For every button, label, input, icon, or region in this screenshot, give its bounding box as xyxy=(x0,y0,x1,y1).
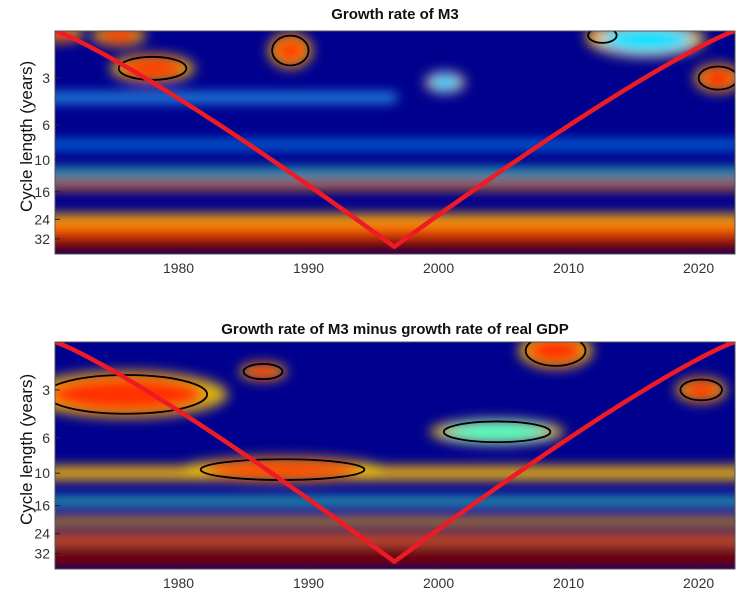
power-band xyxy=(55,222,735,237)
power-hotspot xyxy=(55,376,205,413)
y-tick-label: 24 xyxy=(34,526,50,542)
plot-frame xyxy=(54,30,736,255)
power-field xyxy=(55,342,735,568)
y-tick-label: 32 xyxy=(34,546,50,562)
chart-title: Growth rate of M3 xyxy=(331,6,459,23)
power-band xyxy=(55,141,735,149)
wavelet-power-chart: 3 6 10 16 24 32 1980 1990 2000 2010 2020 xyxy=(34,30,736,276)
power-band xyxy=(55,213,735,225)
power-hotspot xyxy=(445,422,550,442)
y-tick-label: 16 xyxy=(34,498,50,514)
significance-contour xyxy=(679,378,723,402)
y-tick-label: 6 xyxy=(42,117,50,133)
power-band xyxy=(55,168,735,176)
power-hotspot xyxy=(273,36,308,65)
x-tick-label: 2010 xyxy=(553,575,584,591)
power-hotspot xyxy=(97,31,140,44)
power-hotspot xyxy=(429,74,461,91)
x-tick-label: 1980 xyxy=(163,260,194,276)
x-tick-label: 2020 xyxy=(683,260,714,276)
chart-panel-m3-growth: Growth rate of M3 Cycle length (years) 3… xyxy=(0,0,747,295)
significance-contour xyxy=(271,34,310,67)
power-band xyxy=(55,233,735,253)
cone-of-influence xyxy=(55,342,735,564)
x-tick-label: 1980 xyxy=(163,575,194,591)
plot-area xyxy=(55,31,735,254)
power-hotspot xyxy=(526,342,585,365)
chart-panel-m3-minus-gdp: Growth rate of M3 minus growth rate of r… xyxy=(0,315,747,600)
significance-contour xyxy=(587,31,618,44)
y-tick-label: 6 xyxy=(42,430,50,446)
x-tick-label: 1990 xyxy=(293,575,324,591)
power-band xyxy=(55,548,735,568)
power-band xyxy=(55,466,735,481)
y-tick-label: 16 xyxy=(34,184,50,200)
x-tick-label: 2000 xyxy=(423,260,454,276)
x-tick-label: 2010 xyxy=(553,260,584,276)
y-tick-label: 3 xyxy=(42,70,50,86)
significance-contour xyxy=(55,374,208,415)
y-tick-label: 24 xyxy=(34,211,50,227)
power-hotspot xyxy=(204,459,361,480)
y-tick-label: 32 xyxy=(34,231,50,247)
power-hotspot xyxy=(601,31,693,54)
cone-of-influence xyxy=(55,31,735,250)
power-band xyxy=(55,181,735,190)
significance-contour xyxy=(442,420,552,444)
power-hotspot xyxy=(681,380,721,400)
plot-area xyxy=(55,342,735,569)
x-tick-label: 2020 xyxy=(683,575,714,591)
power-band xyxy=(55,533,735,545)
power-band xyxy=(55,497,735,505)
y-tick-label: 10 xyxy=(34,152,50,168)
x-tick-label: 2000 xyxy=(423,575,454,591)
significance-contour xyxy=(242,363,284,381)
power-band xyxy=(55,516,735,526)
power-hotspot xyxy=(244,364,282,379)
plot-frame xyxy=(54,341,736,570)
significance-contour xyxy=(524,342,587,367)
chart-title: Growth rate of M3 minus growth rate of r… xyxy=(221,321,569,338)
y-tick-label: 3 xyxy=(42,382,50,398)
wavelet-power-chart: 3 6 10 16 24 32 1980 1990 2000 2010 2020 xyxy=(34,341,736,591)
x-tick-label: 1990 xyxy=(293,260,324,276)
power-band xyxy=(55,93,397,102)
power-hotspot xyxy=(699,67,735,89)
y-tick-label: 10 xyxy=(34,465,50,481)
significance-contour xyxy=(697,65,735,91)
